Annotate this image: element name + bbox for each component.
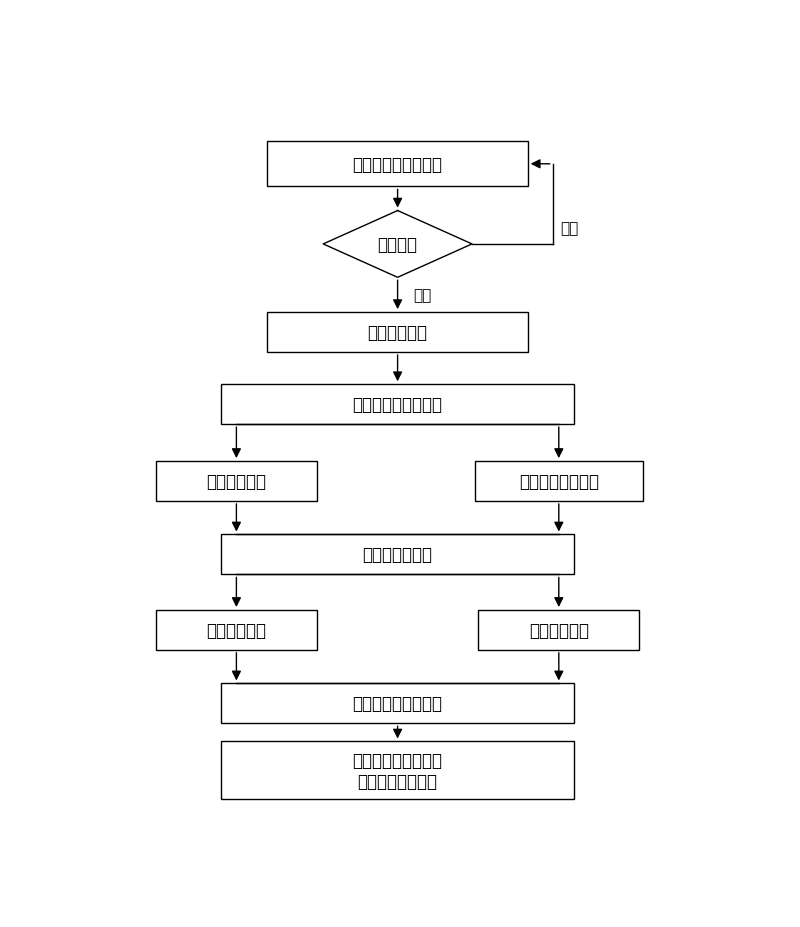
Bar (478, 610, 639, 650)
Bar (221, 385, 574, 425)
Text: 待验证接口协议: 待验证接口协议 (362, 546, 433, 564)
Text: 传送下行验证信息包: 传送下行验证信息包 (353, 396, 442, 413)
Text: 启动协议时序采样: 启动协议时序采样 (518, 473, 598, 490)
Text: 捕获波形信息: 捕获波形信息 (206, 621, 266, 640)
Text: 失败: 失败 (560, 221, 578, 235)
Text: 设备枚举: 设备枚举 (378, 235, 418, 254)
Text: 设置验证信息: 设置验证信息 (367, 324, 427, 342)
Bar (267, 312, 528, 353)
Bar (221, 535, 574, 575)
Text: 恢复协议波形: 恢复协议波形 (206, 473, 266, 490)
Text: 成功: 成功 (413, 288, 431, 303)
Text: 评测协议功能符合度
和协议时序符合度: 评测协议功能符合度 和协议时序符合度 (353, 751, 442, 790)
Text: 传送上行验证信息包: 传送上行验证信息包 (353, 694, 442, 713)
Bar (156, 462, 317, 502)
Bar (156, 610, 317, 650)
Bar (221, 742, 574, 799)
Bar (475, 462, 642, 502)
Text: 接入多接口协议芯片: 接入多接口协议芯片 (353, 156, 442, 173)
Text: 捕获时序信息: 捕获时序信息 (529, 621, 589, 640)
Bar (221, 683, 574, 724)
Bar (267, 142, 528, 187)
